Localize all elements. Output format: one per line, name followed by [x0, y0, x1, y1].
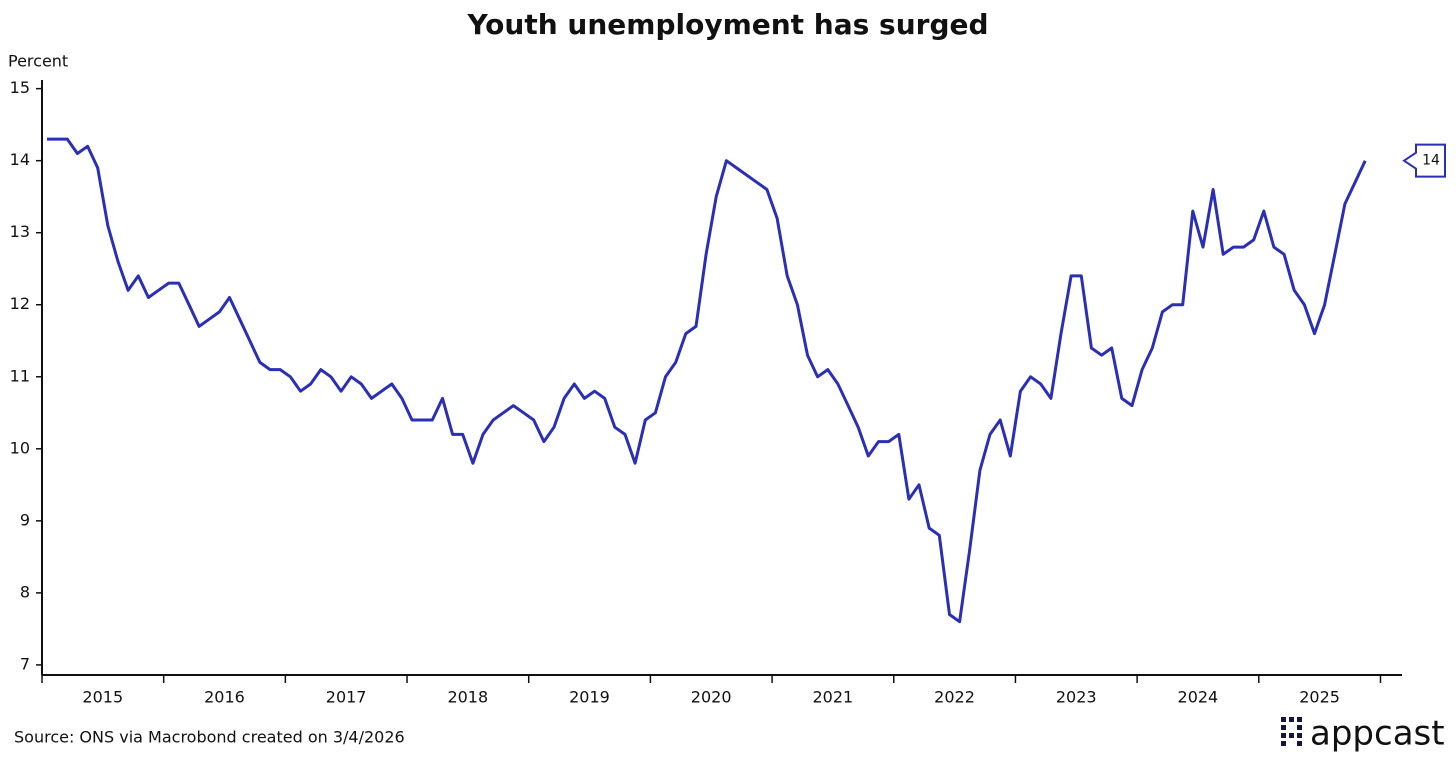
- x-tick-label: 2016: [204, 688, 245, 707]
- x-tick-label: 2020: [691, 688, 732, 707]
- value-tag: [1402, 143, 1446, 178]
- logo-icon: [1281, 717, 1302, 746]
- y-tick-label: 14: [10, 150, 30, 169]
- y-tick-label: 10: [10, 438, 30, 457]
- x-tick-label: 2015: [82, 688, 123, 707]
- y-tick-label: 11: [10, 366, 30, 385]
- value-label: 14: [1422, 153, 1440, 169]
- x-tick-label: 2018: [447, 688, 488, 707]
- x-tick-label: 2019: [569, 688, 610, 707]
- y-tick-label: 8: [20, 582, 30, 601]
- x-tick-label: 2025: [1299, 688, 1340, 707]
- source-note: Source: ONS via Macrobond created on 3/4…: [14, 728, 405, 747]
- x-tick-label: 2023: [1056, 688, 1097, 707]
- y-tick-label: 9: [20, 510, 30, 529]
- y-tick-label: 7: [20, 654, 30, 673]
- chart-title: Youth unemployment has surged: [466, 8, 988, 41]
- y-tick-label: 15: [10, 78, 30, 97]
- x-tick-label: 2021: [812, 688, 853, 707]
- y-axis-label: Percent: [8, 52, 68, 71]
- y-tick-label: 12: [10, 294, 30, 313]
- x-tick-label: 2024: [1178, 688, 1219, 707]
- logo-text: appcast: [1310, 714, 1445, 754]
- y-tick-label: 13: [10, 222, 30, 241]
- data-line: [47, 137, 1367, 624]
- x-tick-label: 2022: [934, 688, 975, 707]
- x-tick-label: 2017: [326, 688, 367, 707]
